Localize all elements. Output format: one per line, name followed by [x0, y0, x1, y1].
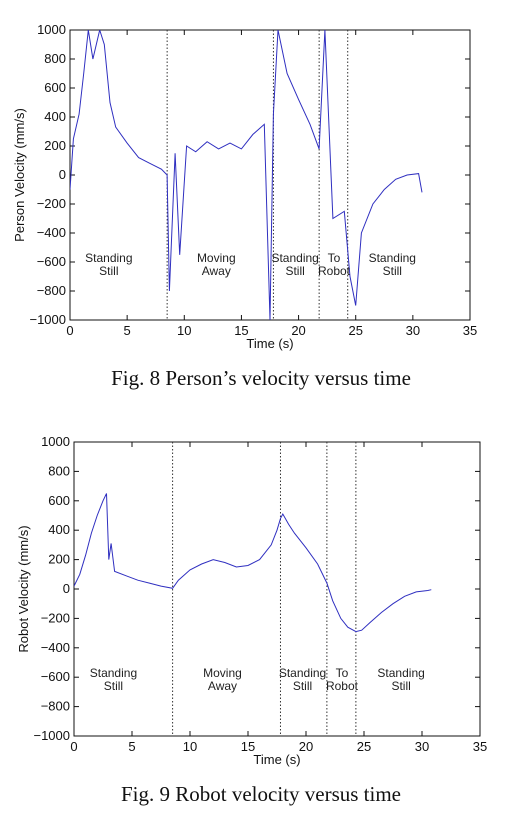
- region-label: Moving Away: [197, 251, 236, 278]
- x-tick-label: 35: [463, 323, 477, 338]
- x-tick-label: 10: [183, 739, 197, 754]
- velocity-series-line: [74, 494, 431, 632]
- velocity-series-line: [70, 30, 422, 320]
- region-label-line: Standing: [271, 251, 318, 265]
- region-label: Standing Still: [377, 666, 424, 693]
- y-tick-label: 0: [63, 581, 70, 596]
- y-tick-label: 1000: [41, 434, 70, 449]
- figure-9: 0 5 10 15 20 25 30 35 −1000 −800 −600 −400 −200 0 200 4…: [0, 420, 522, 840]
- x-tick-label: 30: [406, 323, 420, 338]
- x-tick-label: 35: [473, 739, 487, 754]
- figure-9-caption: Fig. 9 Robot velocity versus time: [0, 782, 522, 807]
- region-label: Standing Still: [279, 666, 326, 693]
- y-tick-label: 0: [59, 167, 66, 182]
- region-label: Moving Away: [203, 666, 242, 693]
- region-label: Standing Still: [85, 251, 132, 278]
- x-tick-label: 0: [66, 323, 73, 338]
- y-tick-label: −200: [41, 610, 70, 625]
- y-axis-label: Person Velocity (mm/s): [12, 108, 27, 242]
- y-tick-label: 400: [44, 109, 66, 124]
- y-tick-label: −600: [37, 254, 66, 269]
- x-tick-label: 25: [348, 323, 362, 338]
- y-tick-label: 600: [48, 493, 70, 508]
- x-tick-label: 20: [299, 739, 313, 754]
- x-tick-label: 5: [128, 739, 135, 754]
- y-tick-label: −1000: [29, 312, 66, 327]
- y-tick-label: −600: [41, 669, 70, 684]
- region-label-line: Standing: [369, 251, 416, 265]
- region-label-line: Standing: [90, 666, 137, 680]
- y-tick-label: 200: [48, 552, 70, 567]
- y-tick-label: 800: [48, 463, 70, 478]
- y-tick-label: 800: [44, 51, 66, 66]
- x-tick-label: 5: [124, 323, 131, 338]
- y-tick-label: −800: [37, 283, 66, 298]
- region-label-line: Still: [99, 264, 118, 278]
- region-label-line: Standing: [85, 251, 132, 265]
- plot-frame: [74, 442, 480, 736]
- x-tick-label: 25: [357, 739, 371, 754]
- region-label: Standing Still: [271, 251, 318, 278]
- figure-8: 0 5 10 15 20 25 30 35 −1000 −800 −600 −400 −200 0 200 4…: [0, 0, 522, 410]
- y-tick-label: 200: [44, 138, 66, 153]
- x-tick-label: 10: [177, 323, 191, 338]
- y-tick-label: 1000: [37, 22, 66, 37]
- region-label-line: Away: [208, 679, 237, 693]
- region-label-line: Moving: [197, 251, 236, 265]
- y-tick-label: −400: [37, 225, 66, 240]
- figure-8-caption: Fig. 8 Person’s velocity versus time: [0, 366, 522, 391]
- y-axis-label: Robot Velocity (mm/s): [16, 525, 31, 652]
- region-label-line: Standing: [279, 666, 326, 680]
- x-tick-label: 0: [70, 739, 77, 754]
- region-label: To Robot: [318, 251, 351, 278]
- y-tick-label: −200: [37, 196, 66, 211]
- region-label-line: Moving: [203, 666, 242, 680]
- person-velocity-chart: 0 5 10 15 20 25 30 35−1000−800−600−400−20002004…: [0, 0, 522, 360]
- region-label-line: Away: [202, 264, 231, 278]
- y-tick-label: −1000: [33, 728, 70, 743]
- x-axis-label: Time (s): [246, 336, 293, 351]
- region-label-line: Still: [391, 679, 410, 693]
- region-label: To Robot: [326, 666, 359, 693]
- y-tick-label: −400: [41, 640, 70, 655]
- region-label-line: Still: [104, 679, 123, 693]
- region-label: Standing Still: [90, 666, 137, 693]
- region-label-line: To: [336, 666, 349, 680]
- y-tick-label: 600: [44, 80, 66, 95]
- y-tick-label: 400: [48, 522, 70, 537]
- region-label-line: Standing: [377, 666, 424, 680]
- region-label-line: To: [328, 251, 341, 265]
- x-tick-label: 30: [415, 739, 429, 754]
- region-label-line: Still: [383, 264, 402, 278]
- region-label: Standing Still: [369, 251, 416, 278]
- region-label-line: Still: [285, 264, 304, 278]
- y-tick-label: −800: [41, 699, 70, 714]
- x-axis-label: Time (s): [253, 752, 300, 767]
- robot-velocity-chart: 0 5 10 15 20 25 30 35−1000−800−600−400−20002004…: [0, 420, 522, 780]
- region-label-line: Still: [293, 679, 312, 693]
- region-label-line: Robot: [326, 679, 359, 693]
- region-label-line: Robot: [318, 264, 351, 278]
